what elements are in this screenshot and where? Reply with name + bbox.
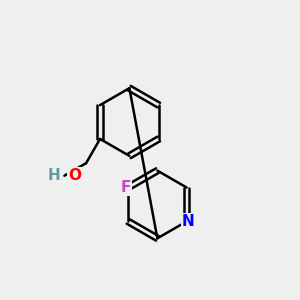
Text: O: O [68,168,81,183]
Text: F: F [121,180,131,195]
Text: H: H [48,168,61,183]
Text: N: N [182,214,194,229]
